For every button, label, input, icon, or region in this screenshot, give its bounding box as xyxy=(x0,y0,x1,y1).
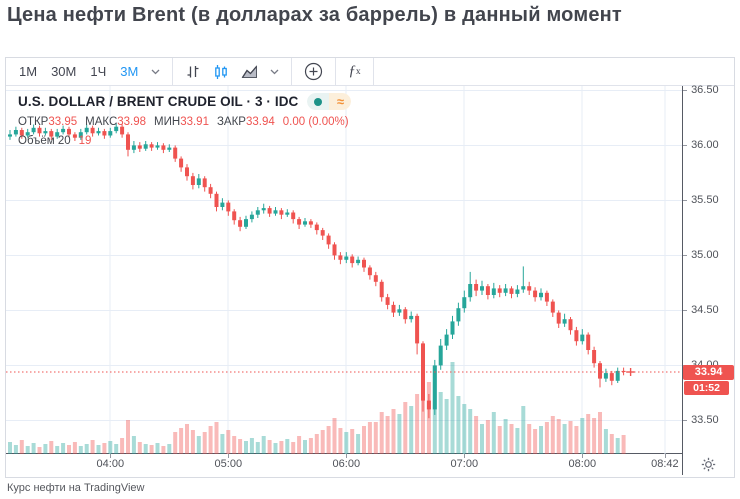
time-axis-tick xyxy=(228,454,230,458)
time-axis-label: 08:42 xyxy=(651,458,679,470)
time-axis-tick xyxy=(464,454,466,458)
time-axis[interactable]: 04:00 05:00 06:00 07:00 08:00 08:42 xyxy=(6,454,734,475)
interval-buttons: 1М 30М 1Ч 3М xyxy=(12,59,145,85)
interval-button-1m[interactable]: 1М xyxy=(12,59,44,85)
time-axis-tick xyxy=(110,454,112,458)
bar-countdown-badge: 01:52 xyxy=(684,381,730,395)
price-axis-tick xyxy=(683,199,688,201)
compare-group xyxy=(292,58,337,85)
time-axis-label: 07:00 xyxy=(450,458,479,470)
time-axis-label: 08:00 xyxy=(568,458,597,470)
price-axis-tick xyxy=(683,144,688,146)
price-axis-tick xyxy=(683,89,688,91)
price-axis-tick xyxy=(683,419,688,421)
price-chart-canvas[interactable] xyxy=(6,86,683,454)
time-axis-tick xyxy=(346,454,348,458)
price-axis-label: 36.50 xyxy=(691,84,719,97)
time-axis-label: 05:00 xyxy=(214,458,243,470)
price-axis-label: 36.00 xyxy=(691,139,719,152)
chart-type-group xyxy=(173,58,293,85)
time-axis-tick xyxy=(664,454,666,458)
interval-button-1h[interactable]: 1Ч xyxy=(83,59,113,85)
price-axis-tick xyxy=(683,254,688,256)
time-axis-labels: 04:00 05:00 06:00 07:00 08:00 08:42 xyxy=(6,454,682,475)
candles-chart-type-icon[interactable] xyxy=(207,59,235,85)
page-title: Цена нефти Brent (в долларах за баррель)… xyxy=(7,4,622,26)
price-axis-tick xyxy=(683,309,688,311)
price-axis-label: 35.50 xyxy=(691,194,719,207)
tradingview-widget: 1М 30М 1Ч 3М xyxy=(5,57,735,478)
price-axis-label: 35.00 xyxy=(691,249,719,262)
time-axis-tick xyxy=(582,454,584,458)
chart-row: U.S. DOLLAR / BRENT CRUDE OIL · 3 · IDC … xyxy=(6,84,735,454)
chart-toolbar: 1М 30М 1Ч 3М xyxy=(6,58,734,86)
interval-button-3m[interactable]: 3М xyxy=(113,59,145,85)
chart-plot-area[interactable]: U.S. DOLLAR / BRENT CRUDE OIL · 3 · IDC … xyxy=(6,86,683,454)
toolbar-spacer xyxy=(374,58,734,85)
bars-chart-type-icon[interactable] xyxy=(179,59,207,85)
interval-button-30m[interactable]: 30М xyxy=(44,59,83,85)
price-axis-label: 34.50 xyxy=(691,304,719,317)
attribution-caption[interactable]: Курс нефти на TradingView xyxy=(7,482,145,494)
area-chart-type-icon[interactable] xyxy=(235,59,264,85)
time-axis-label: 04:00 xyxy=(96,458,125,470)
price-axis-label: 33.50 xyxy=(691,414,719,427)
time-axis-label: 06:00 xyxy=(332,458,361,470)
current-price-badge: 33.94 xyxy=(683,364,735,380)
compare-add-icon[interactable] xyxy=(298,59,329,85)
interval-button-group: 1М 30М 1Ч 3М xyxy=(6,58,174,85)
axis-settings-gear-icon[interactable] xyxy=(682,454,734,475)
price-axis[interactable]: 33.94 01:52 36.5036.0035.5035.0034.5034.… xyxy=(682,84,735,454)
chart-type-chevron-down-icon[interactable] xyxy=(264,59,285,85)
interval-chevron-down-icon[interactable] xyxy=(145,59,166,85)
